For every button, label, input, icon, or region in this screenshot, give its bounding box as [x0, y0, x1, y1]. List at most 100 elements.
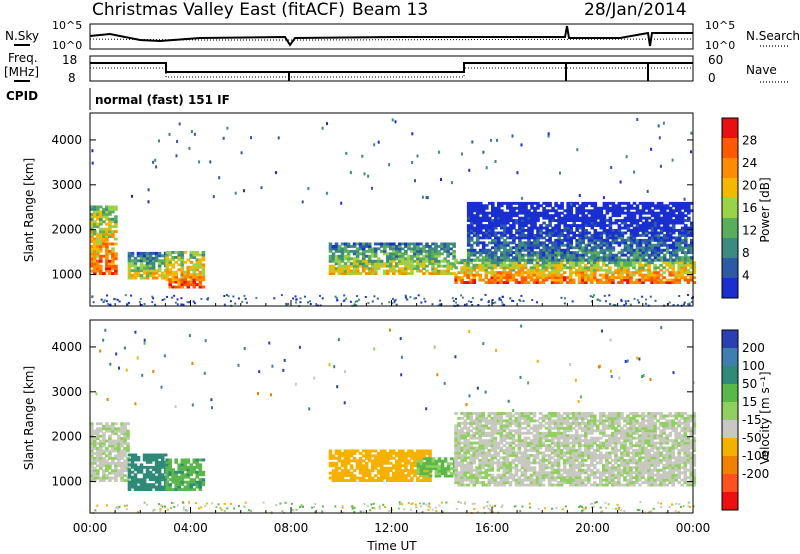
- heatmap-cell: [653, 248, 658, 252]
- heatmap-cell: [505, 451, 510, 455]
- heatmap-cell: [443, 242, 447, 246]
- heatmap-cell: [428, 464, 433, 468]
- heatmap-cell: [680, 261, 684, 265]
- heatmap-cell: [509, 211, 513, 215]
- heatmap-cell: [466, 451, 470, 455]
- heatmap-cell: [416, 267, 420, 271]
- heatmap-cell: [340, 476, 345, 480]
- heatmap-cell: [340, 454, 345, 458]
- heatmap-cell: [422, 262, 426, 266]
- heatmap-cell: [530, 201, 534, 205]
- heatmap-cell: [460, 266, 464, 270]
- speckle-cell: [570, 202, 573, 206]
- heatmap-cell: [446, 262, 450, 266]
- heatmap-cell: [535, 461, 540, 465]
- heatmap-cell: [511, 446, 516, 450]
- heatmap-cell: [530, 241, 534, 245]
- heatmap-cell: [508, 416, 513, 420]
- heatmap-cell: [490, 478, 495, 482]
- heatmap-cell: [398, 449, 402, 453]
- heatmap-cell: [617, 263, 621, 267]
- heatmap-cell: [361, 242, 366, 246]
- heatmap-cell: [538, 439, 543, 443]
- heatmap-cell: [114, 237, 118, 241]
- heatmap-cell: [518, 251, 522, 255]
- heatmap-cell: [551, 246, 555, 250]
- heatmap-cell: [494, 214, 498, 218]
- heatmap-cell: [108, 212, 112, 216]
- heatmap-cell: [165, 458, 169, 462]
- heatmap-cell: [647, 271, 651, 275]
- heatmap-cell: [680, 248, 685, 252]
- heatmap-cell: [578, 253, 582, 257]
- heatmap-cell: [352, 479, 357, 482]
- heatmap-cell: [529, 278, 534, 282]
- heatmap-cell: [605, 281, 609, 284]
- heatmap-cell: [520, 466, 525, 470]
- colorbar-segment: [722, 238, 738, 259]
- scatter-cell: [285, 302, 288, 305]
- heatmap-cell: [575, 224, 579, 227]
- heatmap-cell: [454, 451, 458, 455]
- heatmap-cell: [454, 444, 458, 447]
- heatmap-cell: [488, 231, 492, 235]
- heatmap-cell: [410, 247, 414, 251]
- heatmap-cell: [370, 449, 375, 453]
- heatmap-cell: [611, 201, 616, 205]
- heatmap-cell: [535, 258, 540, 262]
- heatmap-cell: [674, 201, 679, 205]
- heatmap-cell: [171, 478, 175, 482]
- heatmap-cell: [151, 266, 156, 270]
- heatmap-cell: [547, 483, 552, 487]
- heatmap-cell: [608, 229, 613, 232]
- heatmap-cell: [563, 236, 567, 240]
- heatmap-cell: [111, 242, 115, 246]
- heatmap-cell: [370, 459, 375, 463]
- heatmap-cell: [593, 206, 598, 210]
- heatmap-cell: [154, 453, 159, 457]
- heatmap-cell: [487, 439, 492, 443]
- heatmap-cell: [535, 446, 540, 450]
- heatmap-cell: [142, 458, 147, 462]
- heatmap-cell: [96, 222, 100, 226]
- heatmap-cell: [127, 463, 132, 467]
- heatmap-cell: [554, 224, 558, 227]
- heatmap-cell: [475, 454, 479, 457]
- heatmap-cell: [499, 483, 504, 487]
- scatter-cell: [161, 299, 164, 301]
- heatmap-cell: [523, 456, 528, 460]
- scatter-cell: [404, 294, 407, 297]
- heatmap-cell: [123, 422, 127, 426]
- heatmap-cell: [484, 416, 489, 420]
- heatmap-cell: [337, 269, 342, 273]
- heatmap-cell: [650, 251, 655, 255]
- heatmap-cell: [644, 276, 648, 280]
- heatmap-cell: [108, 444, 112, 448]
- heatmap-cell: [551, 251, 555, 255]
- heatmap-cell: [133, 485, 138, 489]
- heatmap-cell: [346, 459, 351, 463]
- heatmap-cell: [509, 248, 513, 252]
- heatmap-cell: [398, 452, 402, 455]
- heatmap-cell: [641, 224, 646, 227]
- heatmap-cell: [521, 206, 525, 210]
- heatmap-cell: [544, 446, 549, 450]
- heatmap-cell: [647, 253, 652, 257]
- heatmap-cell: [90, 452, 94, 455]
- heatmap-cell: [133, 274, 138, 277]
- heatmap-cell: [410, 249, 414, 253]
- heatmap-cell: [545, 209, 549, 213]
- heatmap-cell: [395, 249, 399, 253]
- heatmap-cell: [343, 264, 348, 268]
- heatmap-cell: [526, 273, 531, 277]
- heatmap-cell: [434, 472, 439, 476]
- heatmap-cell: [469, 471, 473, 475]
- heatmap-cell: [346, 449, 351, 453]
- heatmap-cell: [358, 456, 363, 460]
- heatmap-cell: [364, 471, 369, 475]
- heatmap-cell: [334, 245, 339, 248]
- colorbar-segment: [722, 278, 738, 299]
- heatmap-cell: [644, 241, 649, 245]
- heatmap-cell: [487, 426, 492, 430]
- heatmap-cell: [596, 251, 601, 255]
